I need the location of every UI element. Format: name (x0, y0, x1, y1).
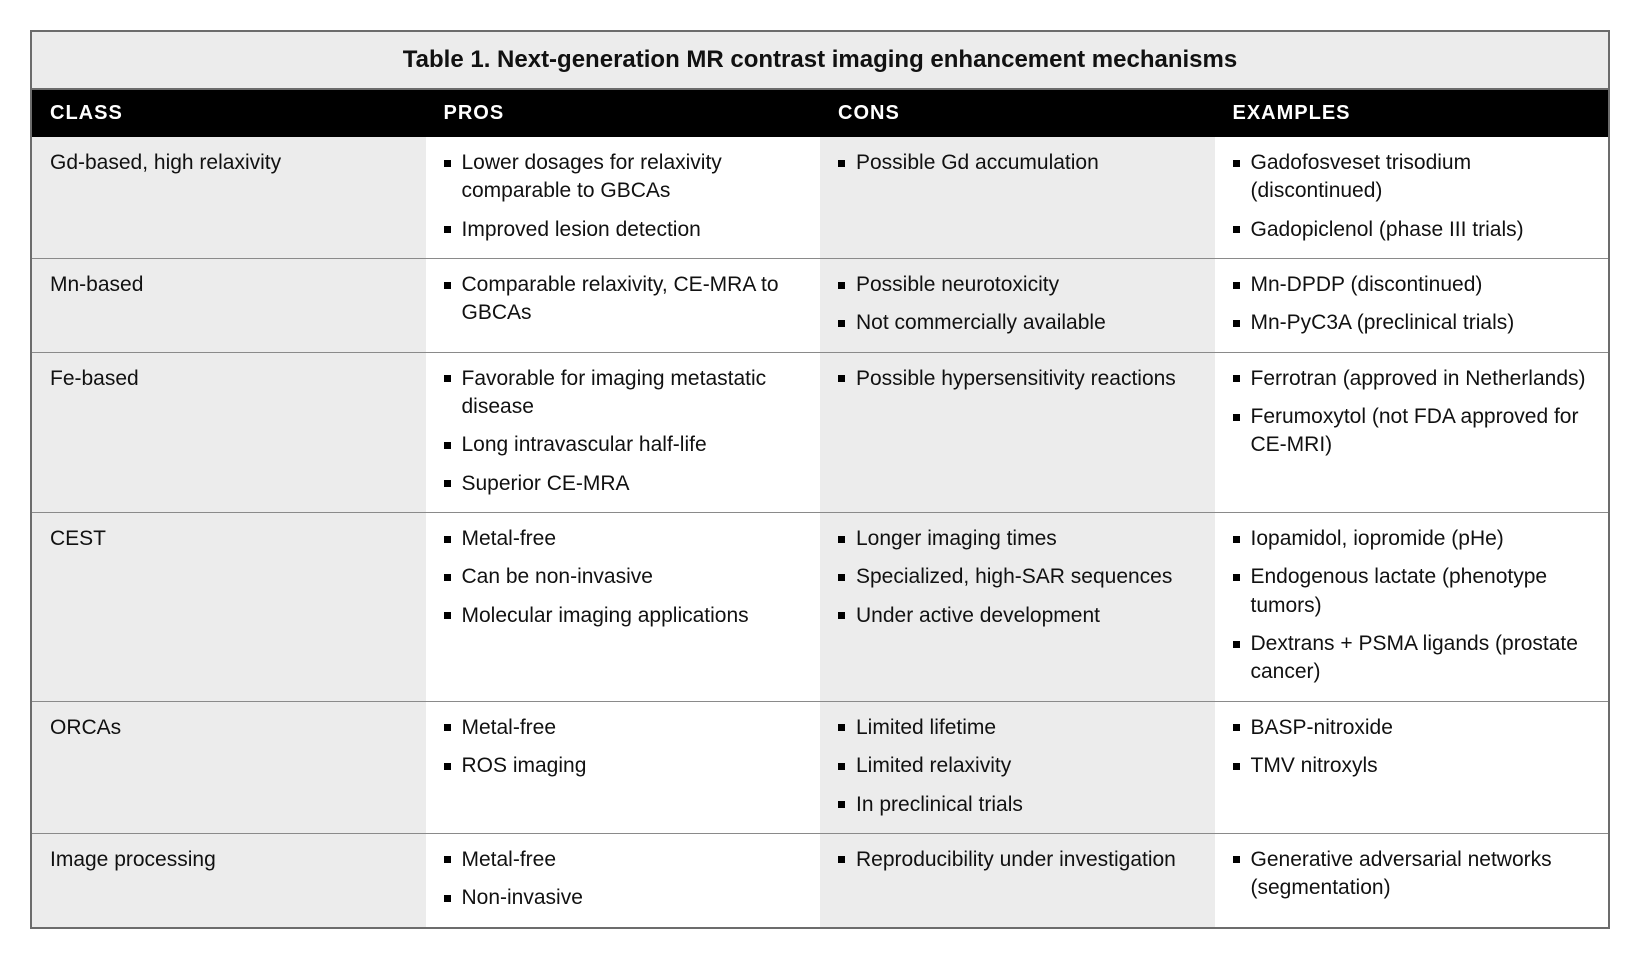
bullet-list: Reproducibility under investigation (838, 846, 1197, 874)
list-item: Can be non-invasive (444, 563, 803, 591)
cell-class: Fe-based (31, 352, 426, 512)
cell-cons: Possible neurotoxicity Not commercially a… (820, 259, 1215, 353)
list-item: Longer imaging times (838, 525, 1197, 553)
bullet-list: Mn-DPDP (discontinued) Mn-PyC3A (preclini… (1233, 271, 1591, 338)
list-item: Molecular imaging applications (444, 602, 803, 630)
list-item: Mn-DPDP (discontinued) (1233, 271, 1591, 299)
table-row: Gd-based, high relaxivity Lower dosages f… (31, 137, 1609, 259)
bullet-list: Lower dosages for relaxivity comparable … (444, 149, 803, 244)
cell-examples: Generative adversarial networks (segment… (1215, 833, 1610, 927)
list-item: Generative adversarial networks (segment… (1233, 846, 1591, 903)
bullet-list: Gadofosveset trisodium (discontinued) Gad… (1233, 149, 1591, 244)
list-item: Limited relaxivity (838, 752, 1197, 780)
col-header-cons: CONS (820, 89, 1215, 137)
mr-contrast-table: Table 1. Next-generation MR contrast ima… (30, 30, 1610, 929)
bullet-list: Metal-free Non-invasive (444, 846, 803, 913)
cell-pros: Metal-free ROS imaging (426, 701, 821, 833)
list-item: Ferrotran (approved in Netherlands) (1233, 365, 1591, 393)
cell-examples: Ferrotran (approved in Netherlands) Ferum… (1215, 352, 1610, 512)
list-item: Under active development (838, 602, 1197, 630)
cell-pros: Favorable for imaging metastatic disease… (426, 352, 821, 512)
list-item: Not commercially available (838, 309, 1197, 337)
cell-cons: Longer imaging times Specialized, high-SA… (820, 513, 1215, 702)
list-item: Possible hypersensitivity reactions (838, 365, 1197, 393)
cell-examples: Mn-DPDP (discontinued) Mn-PyC3A (preclini… (1215, 259, 1610, 353)
list-item: Non-invasive (444, 884, 803, 912)
cell-cons: Possible Gd accumulation (820, 137, 1215, 259)
cell-class: ORCAs (31, 701, 426, 833)
list-item: Lower dosages for relaxivity comparable … (444, 149, 803, 206)
cell-pros: Metal-free Can be non-invasive Molecular i… (426, 513, 821, 702)
list-item: Possible Gd accumulation (838, 149, 1197, 177)
list-item: Metal-free (444, 525, 803, 553)
cell-cons: Possible hypersensitivity reactions (820, 352, 1215, 512)
list-item: Gadopiclenol (phase III trials) (1233, 216, 1591, 244)
list-item: In preclinical trials (838, 791, 1197, 819)
list-item: Possible neurotoxicity (838, 271, 1197, 299)
list-item: Gadofosveset trisodium (discontinued) (1233, 149, 1591, 206)
bullet-list: Generative adversarial networks (segment… (1233, 846, 1591, 903)
bullet-list: Ferrotran (approved in Netherlands) Ferum… (1233, 365, 1591, 460)
table-row: Image processing Metal-free Non-invasive Re… (31, 833, 1609, 927)
bullet-list: Metal-free Can be non-invasive Molecular i… (444, 525, 803, 630)
cell-examples: Gadofosveset trisodium (discontinued) Gad… (1215, 137, 1610, 259)
cell-pros: Metal-free Non-invasive (426, 833, 821, 927)
col-header-examples: EXAMPLES (1215, 89, 1610, 137)
bullet-list: Possible Gd accumulation (838, 149, 1197, 177)
bullet-list: Comparable relaxivity, CE-MRA to GBCAs (444, 271, 803, 328)
table-body: Gd-based, high relaxivity Lower dosages f… (31, 137, 1609, 928)
bullet-list: Limited lifetime Limited relaxivity In pre… (838, 714, 1197, 819)
list-item: Long intravascular half-life (444, 431, 803, 459)
table-header-row: CLASS PROS CONS EXAMPLES (31, 89, 1609, 137)
bullet-list: Iopamidol, iopromide (pHe) Endogenous lac… (1233, 525, 1591, 687)
bullet-list: Favorable for imaging metastatic disease… (444, 365, 803, 498)
list-item: Reproducibility under investigation (838, 846, 1197, 874)
list-item: Improved lesion detection (444, 216, 803, 244)
list-item: Ferumoxytol (not FDA approved for CE-MRI… (1233, 403, 1591, 460)
col-header-pros: PROS (426, 89, 821, 137)
bullet-list: BASP-nitroxide TMV nitroxyls (1233, 714, 1591, 781)
bullet-list: Metal-free ROS imaging (444, 714, 803, 781)
table-row: CEST Metal-free Can be non-invasive Molecul… (31, 513, 1609, 702)
cell-pros: Comparable relaxivity, CE-MRA to GBCAs (426, 259, 821, 353)
list-item: ROS imaging (444, 752, 803, 780)
list-item: Endogenous lactate (phenotype tumors) (1233, 563, 1591, 620)
cell-class: Gd-based, high relaxivity (31, 137, 426, 259)
table-row: Fe-basedFavorable for imaging metastatic… (31, 352, 1609, 512)
table-row: Mn-based Comparable relaxivity, CE-MRA to… (31, 259, 1609, 353)
cell-examples: BASP-nitroxide TMV nitroxyls (1215, 701, 1610, 833)
list-item: Metal-free (444, 714, 803, 742)
cell-pros: Lower dosages for relaxivity comparable … (426, 137, 821, 259)
list-item: Favorable for imaging metastatic disease (444, 365, 803, 422)
list-item: Mn-PyC3A (preclinical trials) (1233, 309, 1591, 337)
list-item: Superior CE-MRA (444, 470, 803, 498)
table-caption: Table 1. Next-generation MR contrast ima… (31, 31, 1609, 89)
list-item: Metal-free (444, 846, 803, 874)
list-item: Comparable relaxivity, CE-MRA to GBCAs (444, 271, 803, 328)
list-item: TMV nitroxyls (1233, 752, 1591, 780)
bullet-list: Possible neurotoxicity Not commercially a… (838, 271, 1197, 338)
list-item: BASP-nitroxide (1233, 714, 1591, 742)
list-item: Limited lifetime (838, 714, 1197, 742)
bullet-list: Possible hypersensitivity reactions (838, 365, 1197, 393)
list-item: Dextrans + PSMA ligands (prostate cancer… (1233, 630, 1591, 687)
cell-class: CEST (31, 513, 426, 702)
list-item: Iopamidol, iopromide (pHe) (1233, 525, 1591, 553)
list-item: Specialized, high-SAR sequences (838, 563, 1197, 591)
col-header-class: CLASS (31, 89, 426, 137)
cell-cons: Limited lifetime Limited relaxivity In pre… (820, 701, 1215, 833)
cell-class: Image processing (31, 833, 426, 927)
cell-class: Mn-based (31, 259, 426, 353)
bullet-list: Longer imaging times Specialized, high-SA… (838, 525, 1197, 630)
table-row: ORCAs Metal-free ROS imaging Limited lifeti… (31, 701, 1609, 833)
cell-examples: Iopamidol, iopromide (pHe) Endogenous lac… (1215, 513, 1610, 702)
cell-cons: Reproducibility under investigation (820, 833, 1215, 927)
